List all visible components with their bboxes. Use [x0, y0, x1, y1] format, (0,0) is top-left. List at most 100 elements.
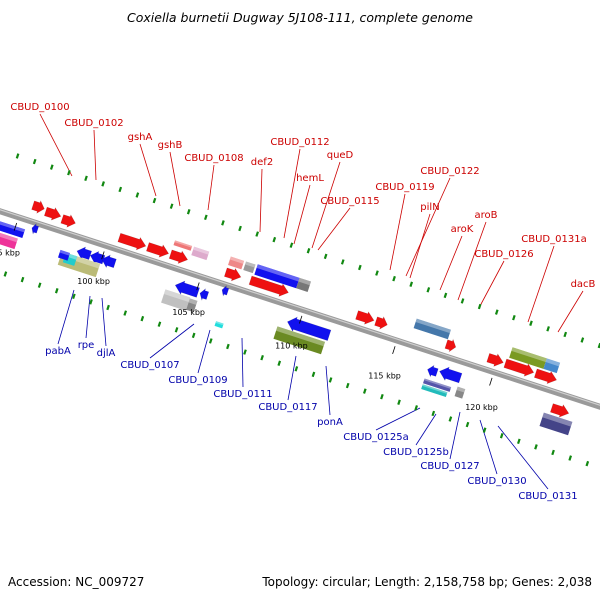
gene-rev-dark	[186, 298, 198, 313]
forward-gene-label: queD	[327, 150, 354, 161]
gc-dot	[84, 175, 88, 182]
gene-rev-navy	[539, 412, 573, 436]
gc-dot	[67, 169, 71, 176]
gene-rev	[439, 366, 463, 384]
gc-dot	[431, 410, 436, 417]
gc-dot	[546, 326, 550, 332]
reverse-leader-line	[479, 419, 498, 475]
reverse-leader-line	[325, 365, 331, 416]
forward-leader-line	[389, 193, 406, 271]
gc-dot	[517, 438, 521, 445]
reverse-leader-line	[101, 297, 107, 347]
gc-dot	[260, 354, 264, 361]
reverse-gene-label: CBUD_0131	[518, 491, 577, 502]
gene-fwd	[117, 232, 147, 251]
gc-dot	[323, 253, 328, 260]
gene-rev	[427, 364, 439, 378]
gc-dot	[20, 276, 25, 283]
forward-gene-label: CBUD_0115	[320, 196, 379, 207]
gene-grey	[296, 277, 312, 293]
gene-fwd-rna	[173, 240, 193, 251]
gene-fwd	[31, 200, 45, 214]
tick-label: 115 kbp	[368, 372, 401, 381]
gene-rev-grey	[454, 386, 466, 399]
gc-dot	[580, 337, 585, 343]
gene-rev-cyan-small	[214, 321, 224, 329]
forward-gene-label: hemL	[296, 173, 324, 184]
gc-dot	[512, 314, 516, 321]
gc-dot	[482, 427, 487, 433]
gene-features	[0, 200, 573, 436]
reverse-leader-line	[241, 337, 244, 388]
gc-content-dots	[3, 153, 600, 467]
forward-gene-label: CBUD_0112	[270, 137, 329, 148]
forward-leader-line	[311, 161, 341, 249]
gene-fwd	[503, 358, 535, 377]
gene-steel	[543, 358, 561, 374]
gene-rev-olive	[273, 326, 326, 355]
tick-label: 100 kbp	[77, 277, 110, 286]
gene-rev	[199, 287, 210, 302]
forward-leader-line	[293, 184, 311, 245]
gc-dot	[345, 382, 350, 389]
gene-fwd	[168, 249, 189, 264]
gene-fwd	[223, 267, 242, 282]
gene-rev-block	[0, 213, 26, 238]
gc-dot	[32, 158, 37, 165]
forward-leader-line	[207, 164, 215, 211]
gc-dot	[443, 292, 448, 299]
reverse-gene-label: ponA	[317, 417, 343, 428]
reverse-gene-label: CBUD_0107	[120, 360, 179, 371]
gene-rev-tiny	[31, 223, 40, 235]
reverse-leader-line	[287, 355, 297, 401]
gene-fwd	[486, 353, 504, 367]
gc-dot	[534, 444, 538, 450]
gene-fwd	[355, 310, 375, 325]
reverse-leader-line	[375, 407, 421, 431]
forward-leader-line	[557, 290, 584, 333]
reverse-gene-label: CBUD_0125a	[343, 432, 408, 443]
tick-label: 105 kbp	[172, 308, 205, 317]
gene-rev-tiny	[221, 285, 230, 297]
gc-dot	[426, 287, 431, 293]
gc-dot	[106, 304, 110, 311]
gene-rev-small	[58, 249, 70, 261]
gc-dot	[3, 271, 8, 277]
reverse-leader-line	[85, 295, 91, 339]
gc-dot	[238, 225, 242, 232]
forward-leader-line	[405, 177, 451, 277]
reverse-leader-line	[415, 413, 437, 446]
tick-mark	[489, 377, 493, 386]
gc-dot	[477, 303, 482, 310]
gene-fwd	[248, 275, 289, 297]
gc-dot	[226, 343, 230, 350]
gc-dot	[597, 342, 600, 349]
tick-label: 95 kbp	[0, 248, 20, 257]
tick-mark	[101, 251, 105, 260]
gc-dot	[392, 275, 396, 282]
reverse-gene-label: djlA	[97, 348, 116, 359]
gene-fwd	[444, 338, 457, 353]
gene-fwd	[145, 242, 170, 258]
reverse-leader-line	[449, 411, 461, 460]
gc-dot	[243, 349, 247, 355]
forward-gene-label: CBUD_0100	[10, 102, 69, 113]
genome-backbone	[0, 208, 600, 410]
tick-label: 120 kbp	[465, 403, 498, 412]
gc-dot	[294, 366, 299, 372]
gc-dot	[311, 371, 316, 378]
forward-leader-line	[259, 168, 263, 233]
gc-dot	[328, 377, 333, 383]
gc-dot	[157, 321, 162, 327]
reverse-gene-label: rpe	[78, 340, 95, 351]
gene-fwd-misc	[191, 246, 210, 261]
gc-dot	[340, 259, 345, 265]
reverse-gene-label: CBUD_0127	[420, 461, 479, 472]
gc-dot	[529, 320, 533, 326]
gc-dot	[140, 315, 145, 322]
reverse-gene-label: CBUD_0117	[258, 402, 317, 413]
gene-fwd-pseudo	[228, 256, 245, 270]
gc-dot	[277, 360, 282, 366]
gc-dot	[152, 197, 157, 204]
